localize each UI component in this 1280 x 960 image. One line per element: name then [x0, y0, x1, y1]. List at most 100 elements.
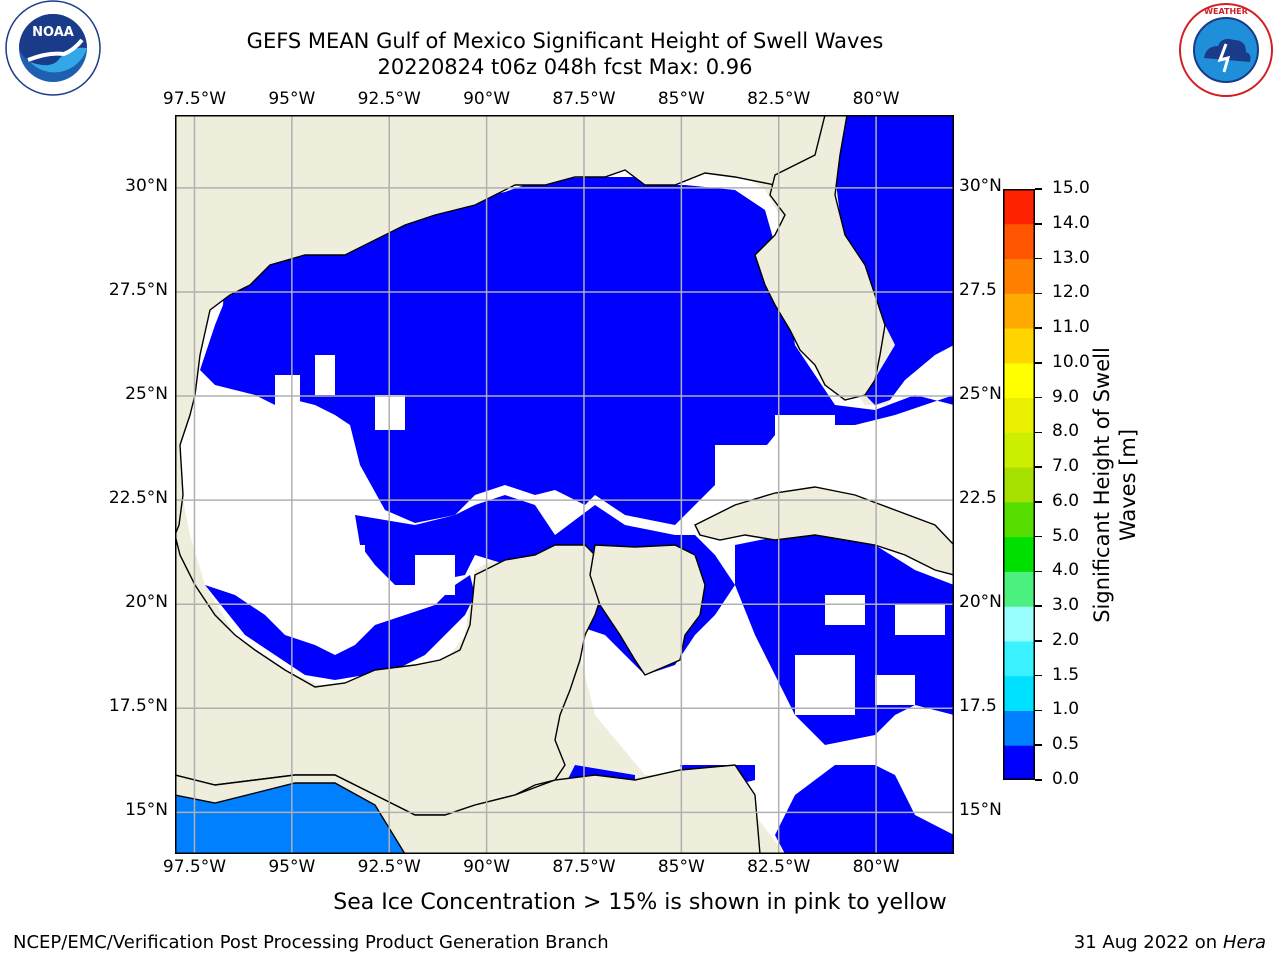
colorbar-tick-label: 1.5: [1052, 664, 1080, 685]
lon-tick-label: 97.5°W: [162, 89, 227, 109]
lat-tick-label: 20°N: [959, 592, 1002, 613]
colorbar-tick-mark: [1035, 674, 1042, 677]
lat-tick-label: 30°N: [959, 175, 1002, 196]
lat-tick-label: 20°N: [125, 592, 168, 613]
colorbar-segment: [1003, 606, 1035, 642]
lat-tick-label: 22.5°N: [108, 488, 168, 509]
colorbar-tick-label: 11.0: [1052, 317, 1090, 338]
colorbar-segment: [1003, 432, 1035, 468]
land-cuba: [694, 486, 954, 576]
colorbar-tick-mark: [1035, 605, 1042, 607]
colorbar-segment: [1003, 362, 1035, 399]
colorbar-segment: [1003, 258, 1035, 294]
lat-tick-label: 30°N: [125, 175, 168, 196]
colorbar-tick-mark: [1035, 640, 1042, 642]
colorbar-tick-label: 12.0: [1052, 282, 1090, 303]
colorbar-tick-label: 15.0: [1052, 178, 1090, 198]
lat-tick-label: 17.5: [959, 696, 997, 717]
colorbar-segment: [1003, 571, 1035, 607]
lon-tick-label: 97.5°W: [162, 857, 227, 877]
lat-tick-label: 22.5: [959, 488, 997, 509]
swell-blue-bay-campeche: [205, 575, 475, 680]
lon-tick-label: 85°W: [657, 857, 705, 877]
colorbar-frame: [1003, 189, 1035, 780]
colorbar-segment: [1003, 293, 1035, 329]
white-patches: [190, 355, 945, 715]
colorbar-tick-label: 6.0: [1052, 490, 1080, 511]
colorbar-tick-mark: [1035, 535, 1042, 538]
colorbar-tick-label: 2.0: [1052, 629, 1080, 650]
colorbar-segment: [1003, 745, 1035, 780]
lat-tick-label: 25°N: [959, 384, 1002, 405]
colorbar-tick-mark: [1035, 709, 1042, 712]
colorbar-tick-mark: [1035, 362, 1042, 364]
colorbar-tick-label: 9.0: [1052, 386, 1080, 407]
colorbar-tick-mark: [1035, 223, 1042, 225]
colorbar-segment: [1003, 397, 1035, 433]
colorbar-tick-mark: [1035, 570, 1042, 573]
colorbar-tick-mark: [1035, 779, 1042, 781]
colorbar-tick-label: 5.0: [1052, 525, 1080, 546]
colorbar-segment: [1003, 675, 1035, 711]
colorbar-tick-label: 1.0: [1052, 699, 1080, 720]
colorbar-tick-label: 7.0: [1052, 456, 1080, 477]
lon-tick-label: 80°W: [852, 857, 900, 877]
lat-tick-label: 15°N: [959, 800, 1002, 821]
chart-subtitle: 20220824 t06z 048h fcst Max: 0.96: [377, 55, 753, 79]
lat-tick-label: 17.5°N: [108, 696, 168, 717]
lon-tick-label: 85°W: [657, 89, 705, 109]
nws-logo: WEATHER: [1176, 0, 1280, 100]
colorbar-tick-label: 0.0: [1052, 769, 1080, 789]
colorbar-label: Significant Height of Swell Waves [m]: [1090, 347, 1140, 623]
colorbar-tick-label: 8.0: [1052, 421, 1080, 442]
colorbar-segment: [1003, 640, 1035, 677]
colorbar-tick-mark: [1035, 466, 1042, 468]
lat-tick-label: 27.5: [959, 279, 997, 300]
footer-credit: NCEP/EMC/Verification Post Processing Pr…: [13, 932, 609, 953]
svg-text:NOAA: NOAA: [32, 25, 74, 40]
sea-ice-note: Sea Ice Concentration > 15% is shown in …: [333, 890, 947, 915]
lon-tick-label: 90°W: [463, 857, 511, 877]
landmasses: [175, 115, 954, 854]
colorbar-tick-label: 4.0: [1052, 560, 1080, 581]
colorbar-tick-mark: [1035, 501, 1042, 503]
lon-tick-label: 82.5°W: [747, 89, 811, 109]
colorbar-tick-mark: [1035, 188, 1042, 190]
chart-title: GEFS MEAN Gulf of Mexico Significant Hei…: [246, 29, 884, 53]
colorbar-tick-mark: [1035, 257, 1042, 260]
colorbar-segment: [1003, 536, 1035, 572]
land-central-america: [175, 764, 761, 854]
colorbar-segment: [1003, 710, 1035, 746]
colorbar-tick-mark: [1035, 327, 1042, 329]
lat-tick-label: 25°N: [125, 384, 168, 405]
land-florida: [754, 115, 886, 401]
lon-tick-label: 92.5°W: [357, 89, 421, 109]
footer-date: 31 Aug 2022 on Hera: [1073, 932, 1266, 953]
colorbar-segment: [1003, 328, 1035, 364]
swell-blue-southeast: [775, 765, 954, 854]
land-texas-louisiana: [175, 115, 836, 536]
colorbar-tick-mark: [1035, 744, 1042, 746]
lon-tick-label: 87.5°W: [552, 857, 616, 877]
colorbar: [1003, 189, 1035, 780]
colorbar-segment: [1003, 467, 1035, 503]
noaa-logo: NOAA: [0, 0, 110, 100]
map-panel: [175, 115, 954, 854]
lat-tick-label: 15°N: [125, 800, 168, 821]
colorbar-segment: [1003, 223, 1035, 260]
lon-tick-label: 95°W: [268, 89, 316, 109]
colorbar-segment: [1003, 501, 1035, 538]
colorbar-tick-mark: [1035, 431, 1042, 434]
colorbar-tick-label: 3.0: [1052, 595, 1080, 616]
lon-tick-label: 92.5°W: [357, 857, 421, 877]
svg-text:WEATHER: WEATHER: [1204, 7, 1248, 16]
map-frame: [175, 115, 954, 854]
colorbar-tick-label: 13.0: [1052, 247, 1090, 268]
colorbar-segment: [1003, 189, 1035, 225]
lon-tick-label: 82.5°W: [747, 857, 811, 877]
colorbar-tick-mark: [1035, 396, 1042, 399]
graticule: [175, 115, 954, 854]
colorbar-tick-label: 10.0: [1052, 351, 1090, 372]
lon-tick-label: 80°W: [852, 89, 900, 109]
lon-tick-label: 95°W: [268, 857, 316, 877]
